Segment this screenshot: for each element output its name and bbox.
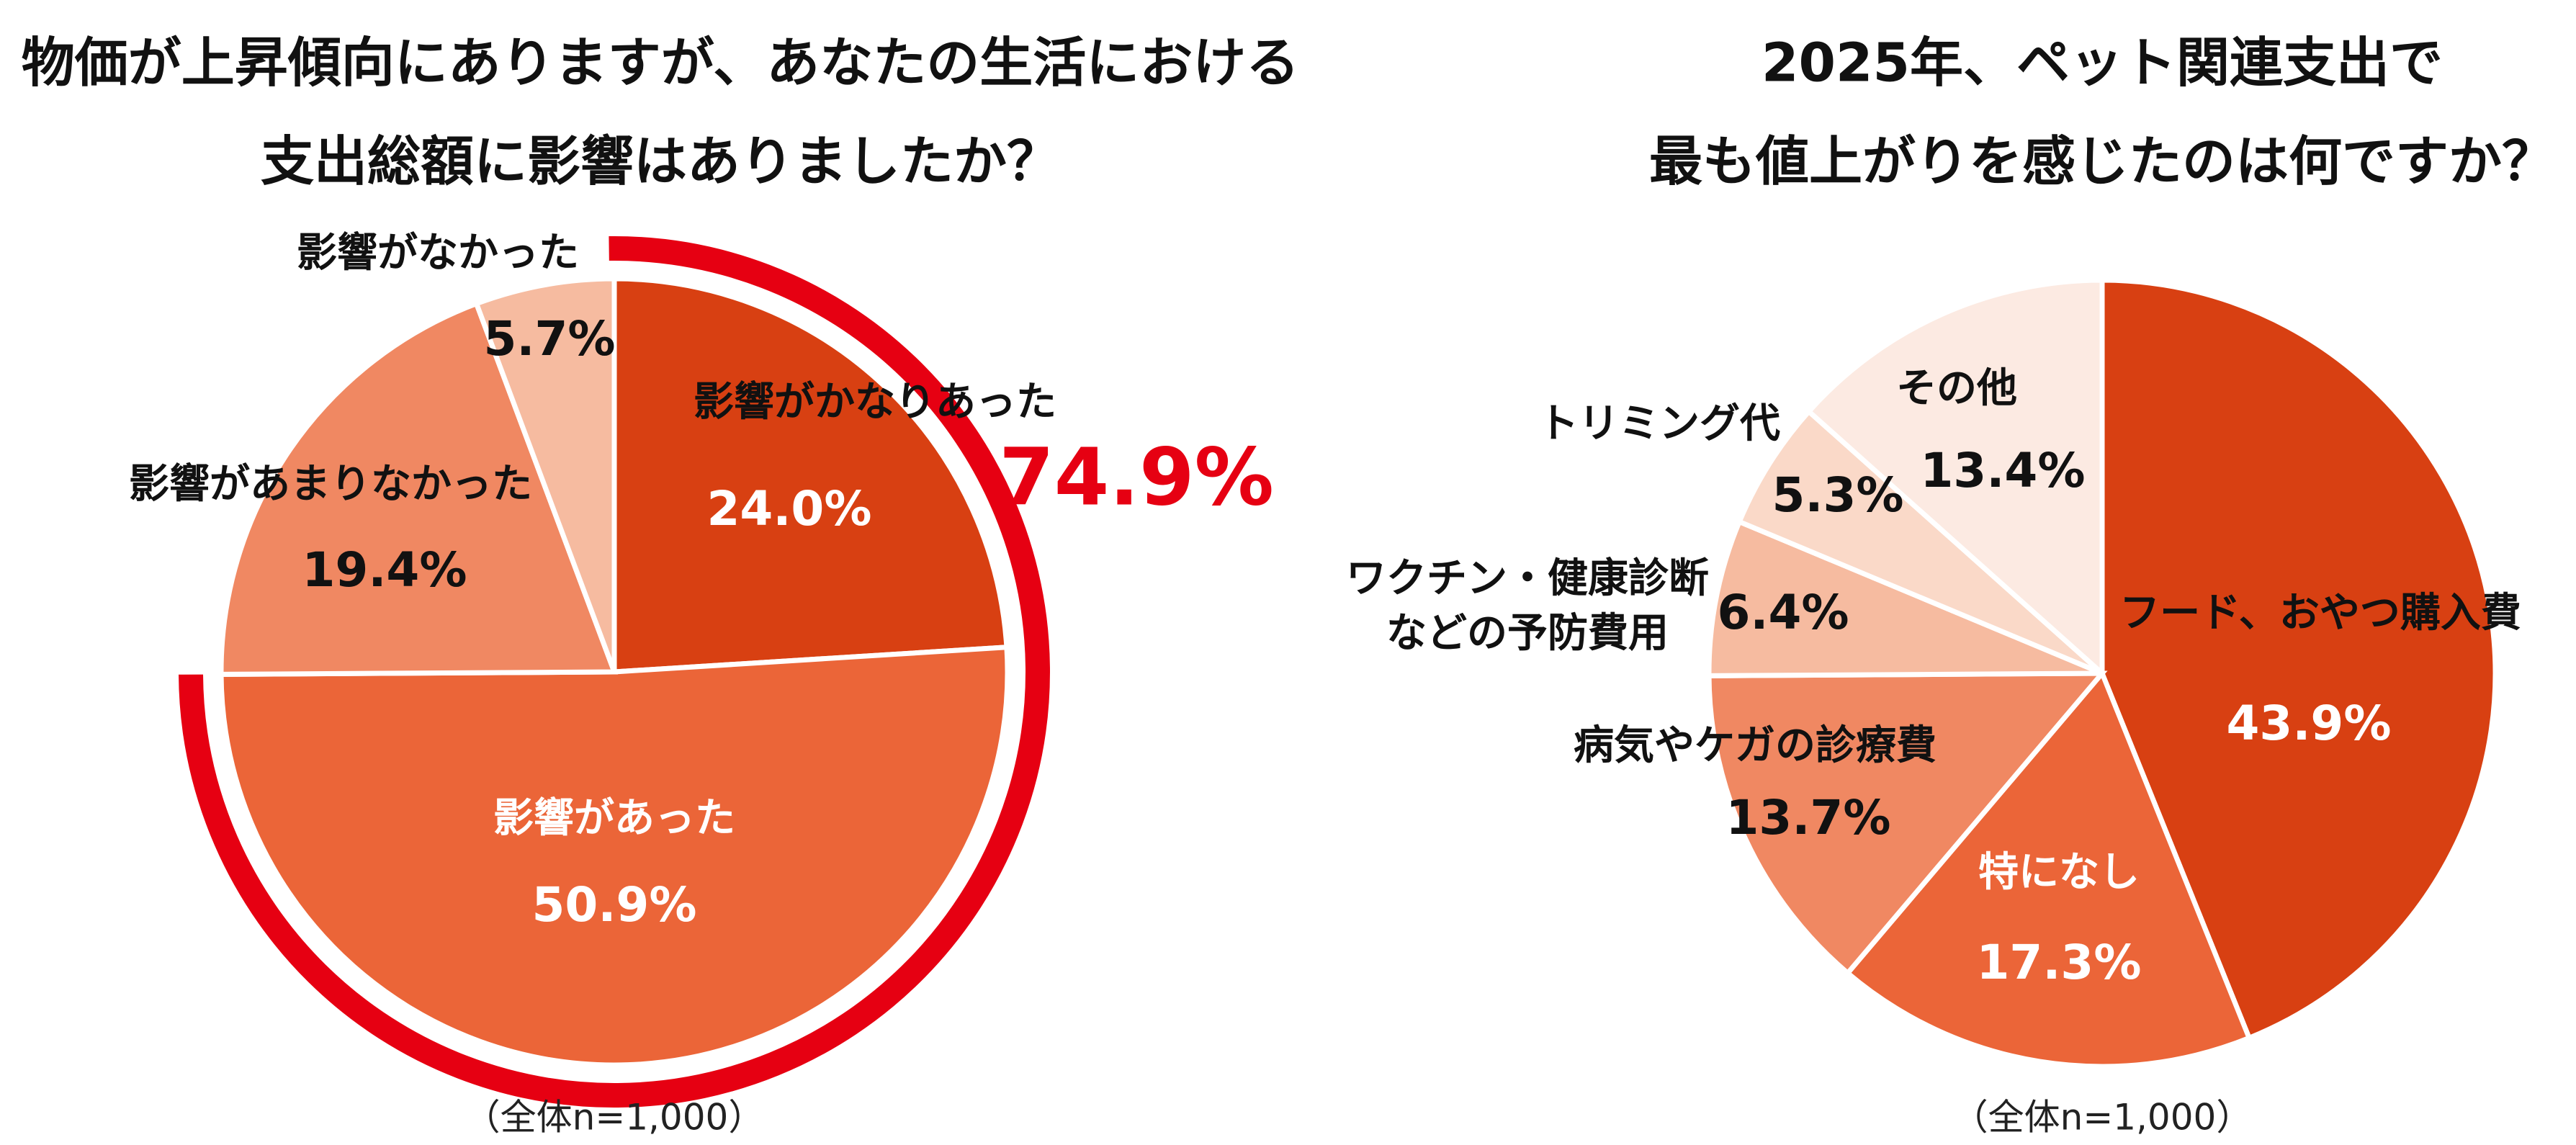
slice-label-vaccine-line-1: ワクチン・健康診断 [1346,555,1709,602]
pie-slice-2 [1706,670,2108,977]
pie-slice-1 [1844,668,2253,1069]
left-sample-note: （全体n=1,000） [465,1097,765,1139]
slice-value-vaccine: 6.4% [1717,585,1849,640]
slice-label-vaccine-line-2: などの予防費用 [1386,610,1669,657]
right-sample-note: （全体n=1,000） [1952,1097,2253,1139]
slice-value-medical: 13.7% [1726,790,1891,845]
pie-slice-4 [1736,408,2104,676]
slice-label-food: フード、おやつ購入費 [2119,590,2521,637]
slice-value-none: 17.3% [1977,935,2142,990]
slice-value-food: 43.9% [2227,696,2392,751]
highlight-total-label: 74.9% [999,431,1274,523]
pie-slice-0 [2099,277,2498,1041]
pie-slice-5 [1805,277,2105,679]
right-title-line-1: 2025年、ペット関連支出で [1762,32,2443,94]
right-pie-chart: 2025年、ペット関連支出で 最も値上がりを感じたのは何ですか？ フード、おやつ… [1346,32,2555,1139]
pie-slice-3 [1706,518,2104,678]
slice-label-none: 特になし [1978,849,2140,896]
pie-slice-2 [218,300,619,677]
slice-label-trimming: トリミング代 [1538,400,1780,447]
slice-label-kanari: 影響がかなりあった [694,379,1056,426]
left-pie-chart: 物価が上昇傾向にありますが、あなたの生活における 支出総額に影響はありましたか？… [22,32,1300,1139]
slice-value-nakatta: 5.7% [483,311,615,367]
slice-label-medical: 病気やケガの診療費 [1574,722,1937,769]
slice-label-other: その他 [1896,365,2017,412]
left-title-line-1: 物価が上昇傾向にありますが、あなたの生活における [22,32,1300,94]
slice-value-amari: 19.4% [302,542,467,598]
slice-label-amari: 影響があまりなかった [129,461,532,508]
slice-label-nakatta: 影響がなかった [297,230,579,277]
slice-label-atta: 影響があった [493,795,735,842]
slice-value-trimming: 5.3% [1772,467,1903,523]
pie-slice-3 [473,276,617,673]
slice-value-other: 13.4% [1921,443,2086,498]
pie-slice-1 [218,645,1010,1068]
slice-value-atta: 50.9% [532,877,697,933]
slice-value-kanari: 24.0% [707,481,872,536]
highlight-arc [179,236,1050,1108]
right-title-line-2: 最も値上がりを感じたのは何ですか？ [1649,131,2555,193]
pie-slice-0 [611,276,1010,675]
left-title-line-2: 支出総額に影響はありましたか？ [261,131,1060,193]
